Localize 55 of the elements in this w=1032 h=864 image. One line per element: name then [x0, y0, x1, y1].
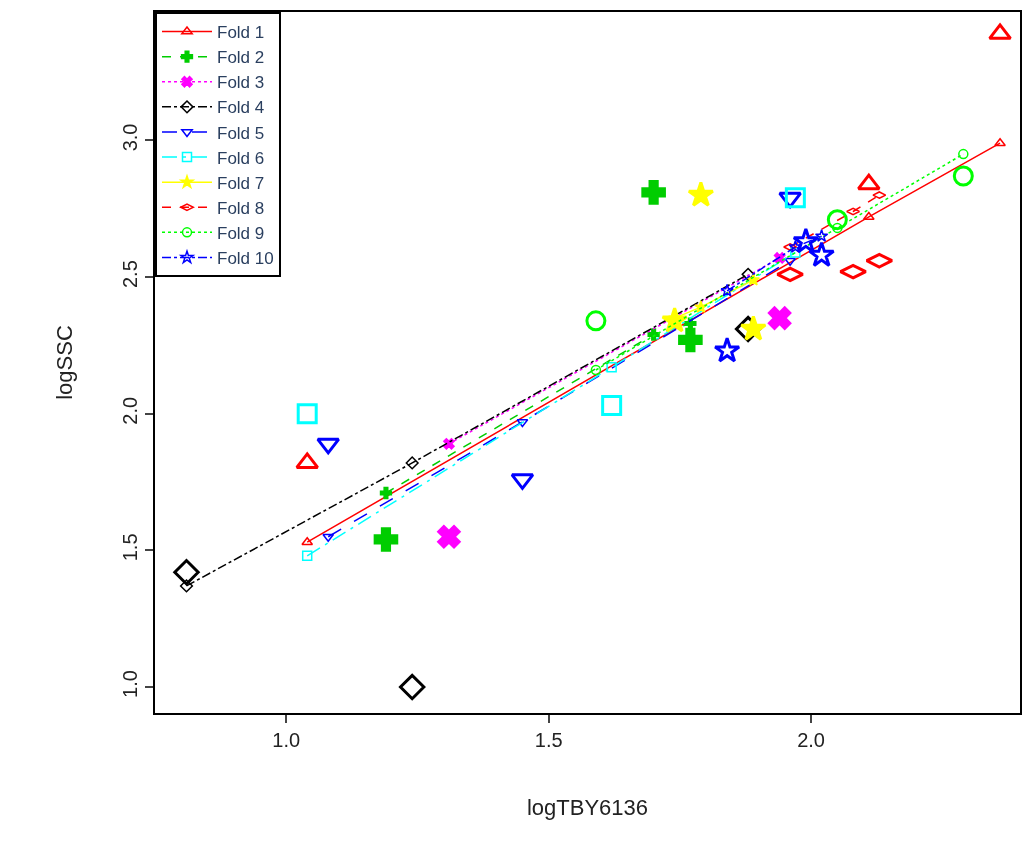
legend-label: Fold 9: [217, 223, 265, 243]
point: [606, 362, 617, 373]
point: [784, 187, 806, 209]
point: [398, 673, 426, 701]
point: [790, 247, 801, 258]
point: [379, 486, 393, 500]
x-tick-label: 1.5: [534, 729, 563, 751]
x-tick-label: 1.0: [272, 729, 301, 751]
legend-label: Fold 8: [217, 198, 265, 218]
legend-label: Fold 10: [217, 249, 274, 269]
y-tick-label: 2.5: [119, 260, 141, 289]
point: [678, 327, 703, 353]
point: [808, 241, 836, 267]
point: [814, 229, 829, 242]
y-axis-title: logSSC: [52, 325, 78, 400]
point: [641, 180, 666, 205]
x-tick-label: 2.0: [797, 729, 826, 751]
legend-label: Fold 5: [217, 123, 265, 143]
point: [373, 527, 399, 552]
y-tick-label: 1.0: [119, 670, 141, 698]
point: [590, 364, 602, 376]
x-axis-title: logTBY6136: [526, 795, 649, 821]
point: [826, 209, 848, 231]
point: [179, 579, 194, 593]
point: [988, 23, 1012, 40]
point: [687, 181, 715, 207]
point: [792, 227, 820, 254]
point: [958, 148, 969, 160]
point: [767, 306, 792, 330]
legend-label: Fold 3: [217, 73, 265, 93]
point: [720, 283, 734, 297]
point: [301, 536, 314, 546]
y-tick-label: 2.0: [119, 396, 141, 425]
point: [585, 310, 607, 332]
legend-label: Fold 4: [217, 98, 265, 118]
y-tick-label: 3.0: [119, 123, 141, 152]
point: [739, 314, 767, 341]
point: [952, 165, 974, 187]
point: [713, 336, 741, 363]
point: [405, 456, 419, 470]
legend-label: Fold 2: [217, 48, 265, 68]
point: [741, 267, 755, 281]
point: [301, 550, 313, 562]
point: [994, 137, 1006, 147]
y-tick-label: 1.5: [119, 533, 141, 562]
point: [601, 395, 623, 417]
point: [296, 403, 318, 425]
legend-label: Fold 1: [217, 23, 265, 43]
legend-label: Fold 6: [217, 148, 265, 168]
point: [832, 222, 843, 234]
point: [516, 418, 529, 428]
legend-label: Fold 7: [217, 173, 265, 193]
point: [437, 525, 461, 549]
point: [173, 559, 200, 586]
point: [856, 173, 881, 191]
